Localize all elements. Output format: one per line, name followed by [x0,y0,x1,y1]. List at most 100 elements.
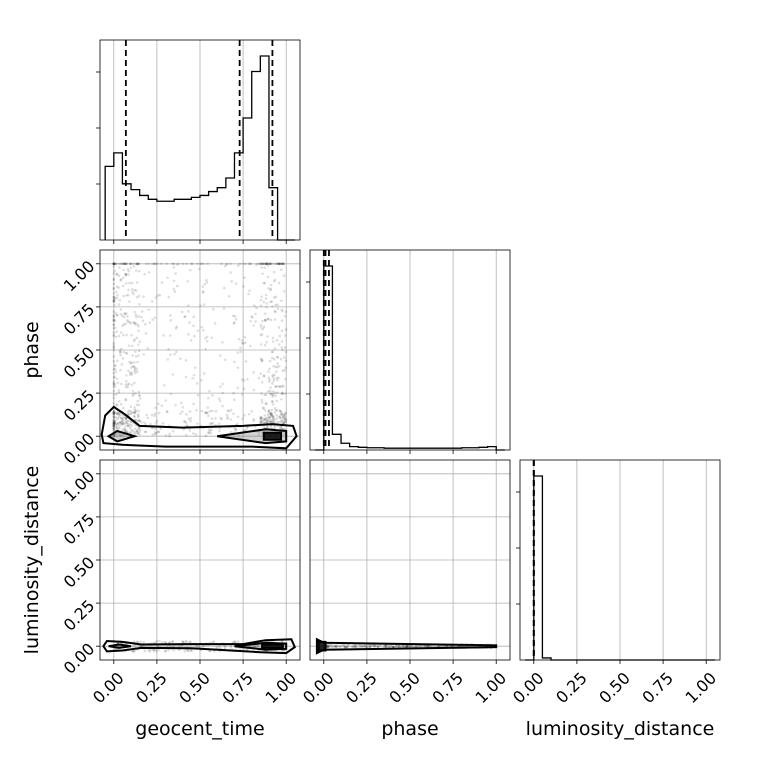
sample-point [278,262,282,266]
sample-point [242,341,245,345]
sample-point [112,318,116,322]
sample-point [373,644,377,648]
sample-point [208,409,212,413]
sample-point [330,645,334,649]
sample-point [131,645,134,649]
sample-point [112,265,116,268]
sample-point [194,433,198,436]
ytick-label: 0.00 [60,429,99,468]
sample-point [266,335,269,338]
sample-point [197,267,201,271]
sample-point [281,427,284,431]
sample-point [275,262,278,266]
sample-point [152,648,155,652]
sample-point [387,645,391,649]
sample-point [117,286,121,289]
sample-point [260,359,264,363]
sample-point [259,372,263,376]
sample-point [261,272,264,276]
sample-point [122,268,125,272]
sample-point [113,420,116,424]
sample-point [114,262,117,266]
sample-point [255,306,258,310]
sample-point [146,416,149,420]
sample-point [264,319,267,322]
sample-point [137,325,140,328]
sample-point [143,430,147,434]
sample-point [150,413,154,417]
sample-point [133,321,136,324]
sample-point [211,393,214,397]
sample-point [153,650,156,653]
sample-point [193,334,196,338]
sample-point [153,316,157,319]
sample-point [328,643,331,647]
sample-point [148,649,152,653]
sample-point [269,424,273,428]
sample-point [218,429,221,433]
sample-point [325,643,329,647]
sample-point [202,303,206,306]
sample-point [190,649,193,653]
sample-point [284,412,287,416]
xlabel-geocent-time: geocent_time [135,718,264,740]
sample-point [144,322,147,326]
sample-point [267,409,270,413]
sample-point [118,266,121,269]
sample-point [121,262,125,266]
sample-point [133,365,137,369]
sample-point [143,272,146,276]
sample-point [137,343,140,346]
sample-point [263,281,267,285]
sample-point [278,385,282,389]
sample-point [233,427,236,431]
sample-point [204,347,208,351]
sample-point [112,346,116,350]
sample-point [270,414,274,417]
sample-point [280,384,284,388]
sample-point [112,262,116,266]
sample-point [344,645,348,649]
sample-point [140,315,143,319]
sample-point [150,426,154,430]
sample-point [116,421,120,425]
sample-point [251,316,254,319]
sample-point [265,262,268,266]
sample-point [126,410,130,413]
sample-point [244,341,247,344]
sample-point [112,310,116,313]
sample-point [201,290,205,293]
sample-point [174,403,177,407]
sample-point [269,392,273,396]
sample-point [223,358,227,362]
sample-point [121,284,125,288]
sample-point [338,645,342,649]
sample-point [195,409,198,412]
sample-point [262,374,266,378]
sample-point [112,411,116,415]
sample-point [229,408,233,412]
sample-point [112,355,116,358]
sample-point [223,286,226,290]
sample-point [267,380,271,384]
sample-point [127,344,131,347]
sample-point [118,349,122,352]
sample-point [149,422,152,426]
sample-point [278,334,282,338]
sample-point [263,312,267,315]
sample-point [282,274,286,277]
sample-point [138,397,142,400]
sample-point [127,288,130,292]
sample-point [131,649,135,653]
sample-point [150,300,154,303]
xtick-label: 0.25 [132,668,171,707]
sample-point [137,294,141,298]
sample-point [168,640,172,644]
sample-point [397,645,401,648]
sample-point [112,282,116,286]
sample-point [112,385,116,388]
sample-point [112,434,116,437]
sample-point [133,415,136,418]
sample-point [260,401,264,404]
sample-point [145,413,149,417]
